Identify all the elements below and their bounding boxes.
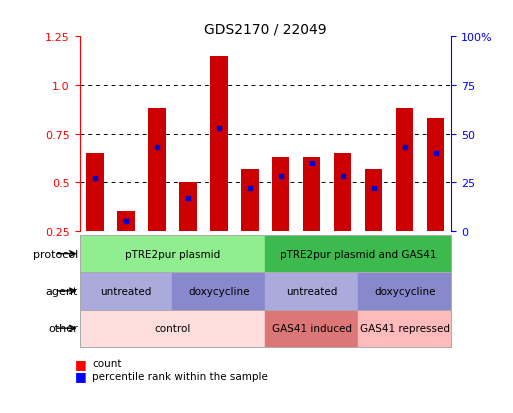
FancyBboxPatch shape bbox=[422, 237, 450, 298]
Bar bbox=[172, 273, 265, 310]
Text: GAS41 induced: GAS41 induced bbox=[272, 323, 352, 333]
FancyBboxPatch shape bbox=[81, 237, 109, 298]
Bar bbox=[80, 273, 172, 310]
FancyBboxPatch shape bbox=[236, 237, 264, 298]
Text: agent: agent bbox=[46, 286, 78, 296]
Bar bbox=[80, 235, 265, 273]
Text: untreated: untreated bbox=[101, 286, 152, 296]
FancyBboxPatch shape bbox=[360, 237, 388, 298]
FancyBboxPatch shape bbox=[143, 237, 171, 298]
FancyBboxPatch shape bbox=[112, 237, 140, 298]
Text: GAS41 repressed: GAS41 repressed bbox=[360, 323, 450, 333]
Bar bbox=[265, 310, 359, 347]
Bar bbox=[359, 273, 451, 310]
Bar bbox=[427, 119, 444, 280]
Bar bbox=[180, 183, 196, 280]
Bar bbox=[272, 157, 289, 280]
Bar bbox=[265, 273, 359, 310]
Bar bbox=[304, 157, 321, 280]
Text: count: count bbox=[92, 358, 122, 368]
Bar bbox=[359, 310, 451, 347]
FancyBboxPatch shape bbox=[298, 237, 326, 298]
Text: GSM118259: GSM118259 bbox=[90, 242, 100, 293]
Bar bbox=[365, 169, 383, 280]
Bar bbox=[397, 109, 413, 280]
Text: protocol: protocol bbox=[33, 249, 78, 259]
FancyBboxPatch shape bbox=[391, 237, 419, 298]
Text: GSM118258: GSM118258 bbox=[184, 242, 192, 293]
Bar bbox=[148, 109, 166, 280]
Text: ■: ■ bbox=[74, 369, 86, 382]
Text: untreated: untreated bbox=[286, 286, 338, 296]
Text: GSM118266: GSM118266 bbox=[246, 242, 254, 293]
Text: pTRE2pur plasmid and GAS41: pTRE2pur plasmid and GAS41 bbox=[280, 249, 437, 259]
Bar bbox=[80, 310, 265, 347]
Text: doxycycline: doxycycline bbox=[374, 286, 436, 296]
FancyBboxPatch shape bbox=[205, 237, 233, 298]
Bar bbox=[334, 154, 351, 280]
Text: percentile rank within the sample: percentile rank within the sample bbox=[92, 371, 268, 381]
Text: pTRE2pur plasmid: pTRE2pur plasmid bbox=[125, 249, 220, 259]
FancyBboxPatch shape bbox=[329, 237, 357, 298]
Text: ■: ■ bbox=[74, 357, 86, 370]
Bar bbox=[210, 57, 227, 280]
Text: GSM118268: GSM118268 bbox=[431, 242, 441, 293]
FancyBboxPatch shape bbox=[174, 237, 202, 298]
Text: GSM118265: GSM118265 bbox=[307, 242, 317, 293]
Bar bbox=[117, 212, 134, 280]
Bar bbox=[87, 154, 104, 280]
FancyBboxPatch shape bbox=[267, 237, 295, 298]
Title: GDS2170 / 22049: GDS2170 / 22049 bbox=[204, 22, 327, 36]
Text: GSM118263: GSM118263 bbox=[122, 242, 130, 293]
Text: GSM118264: GSM118264 bbox=[401, 242, 409, 293]
Text: GSM118267: GSM118267 bbox=[152, 242, 162, 293]
Bar bbox=[265, 235, 451, 273]
Text: doxycycline: doxycycline bbox=[188, 286, 250, 296]
Text: GSM118262: GSM118262 bbox=[214, 242, 224, 293]
Text: GSM118269: GSM118269 bbox=[339, 242, 347, 293]
Text: control: control bbox=[154, 323, 191, 333]
Bar bbox=[242, 169, 259, 280]
Text: GSM118261: GSM118261 bbox=[277, 242, 285, 293]
Text: GSM118260: GSM118260 bbox=[369, 242, 379, 293]
Text: other: other bbox=[48, 323, 78, 333]
